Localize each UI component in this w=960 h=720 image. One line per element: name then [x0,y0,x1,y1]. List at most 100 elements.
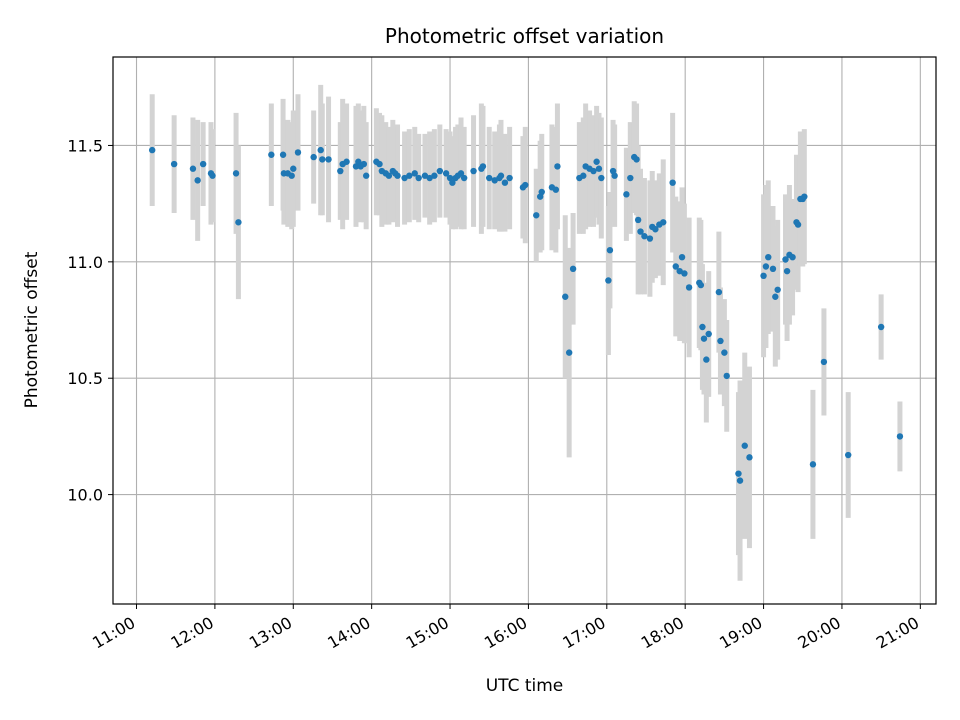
data-point [735,470,742,477]
data-point [606,246,614,254]
data-point [794,221,802,228]
plot-frame [112,56,937,605]
data-point [765,253,772,261]
data-point [235,219,242,226]
data-point [595,165,603,172]
data-point [501,179,509,186]
data-point [634,216,642,224]
y-tick-label: 10.5 [67,369,103,388]
data-point [801,193,808,200]
data-point [611,172,618,179]
data-point [431,172,438,179]
point-layer [148,146,904,484]
data-point [232,170,240,177]
data-point [268,151,275,158]
x-axis-label: UTC time [486,676,564,696]
data-point [470,167,477,175]
data-point [637,228,644,235]
data-point [646,235,654,242]
data-point [672,263,679,270]
data-point [762,263,770,270]
data-point [394,172,401,179]
data-point [717,337,724,345]
data-point [598,174,605,182]
data-point [533,212,540,219]
data-point [449,179,456,186]
data-point [343,158,350,165]
data-point [325,156,332,163]
data-point [669,179,676,186]
data-point [317,146,324,154]
data-point [678,253,686,261]
y-axis-label: Photometric offset [22,251,42,408]
data-point [772,293,779,300]
data-point [681,270,688,277]
data-point [436,167,444,175]
data-point [700,335,708,342]
data-point [290,165,297,172]
data-point [746,454,753,461]
data-point [590,167,597,175]
data-point [319,156,326,163]
data-point [562,293,569,300]
data-point [820,358,828,366]
data-point [769,265,777,273]
data-point [782,256,789,263]
data-point [715,288,723,296]
data-point [809,461,817,468]
data-point [685,284,693,291]
data-point [209,172,216,179]
data-point [411,170,418,177]
data-point [486,174,493,182]
data-point [641,233,648,240]
data-point [385,172,393,179]
data-point [442,170,450,177]
data-point [845,451,852,459]
data-point [652,226,659,233]
data-point [660,219,667,226]
y-axis: 10.0 10.5 11.0 11.5 [67,136,113,505]
data-point [406,172,413,179]
data-point [554,163,561,170]
data-point [376,160,383,168]
data-point [760,272,767,279]
data-point [170,160,178,168]
data-point [697,281,705,289]
data-point [522,181,529,189]
data-point [699,323,706,331]
chart-title: Photometric offset variation [385,24,664,48]
data-point [497,172,505,179]
data-point [723,372,730,380]
y-tick-label: 10.0 [67,486,103,505]
data-point [194,177,201,184]
data-point [721,349,728,356]
data-point [337,167,344,175]
data-point [148,146,156,154]
data-point [623,191,630,198]
data-point [580,172,587,179]
data-point [896,433,904,440]
data-point [593,158,600,165]
data-point [703,356,710,363]
data-point [288,172,295,179]
data-point [877,323,885,331]
data-point [633,156,640,163]
data-point [199,160,207,168]
data-point [627,174,634,182]
data-point [415,174,422,182]
data-point [460,174,468,182]
data-point [783,267,791,275]
data-point [789,253,796,261]
data-point [705,330,712,338]
data-point [774,286,781,293]
data-point [565,349,573,356]
data-point [552,186,560,193]
data-point [741,442,748,449]
data-point [189,165,197,172]
data-point [506,174,513,182]
data-point [605,277,612,284]
data-point [360,160,368,168]
data-point [294,149,302,156]
data-point [569,265,577,273]
